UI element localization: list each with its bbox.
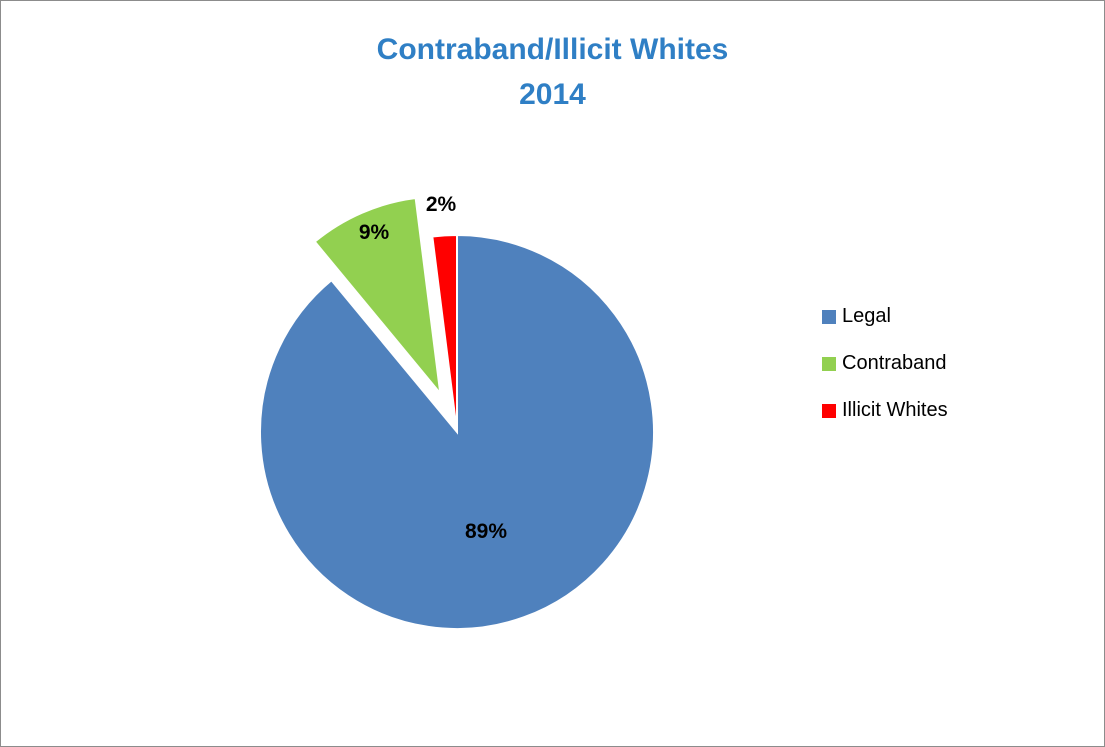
data-label-illicit-whites: 2% — [426, 193, 457, 216]
legend-swatch-contraband — [822, 356, 836, 371]
pie-slice-illicit-whites — [431, 233, 458, 433]
legend-label-illicit-whites: Illicit Whites — [842, 399, 948, 421]
pie-slice-legal — [259, 233, 655, 630]
legend-item-illicit-whites: Illicit Whites — [822, 387, 948, 434]
chart-title-line-1: Contraband/Illicit Whites — [376, 33, 729, 66]
data-label-contraband: 9% — [359, 221, 390, 244]
pie-slice-contraband — [313, 196, 442, 397]
legend-swatch-illicit-whites — [822, 403, 836, 418]
legend: Legal Contraband Illicit Whites — [822, 293, 948, 434]
legend-label-legal: Legal — [842, 305, 891, 327]
legend-item-contraband: Contraband — [822, 340, 948, 387]
data-label-legal: 89% — [465, 520, 507, 543]
legend-swatch-legal — [822, 309, 836, 324]
legend-label-contraband: Contraband — [842, 352, 947, 374]
chart-title-line-2: 2014 — [519, 78, 586, 111]
legend-item-legal: Legal — [822, 293, 948, 340]
